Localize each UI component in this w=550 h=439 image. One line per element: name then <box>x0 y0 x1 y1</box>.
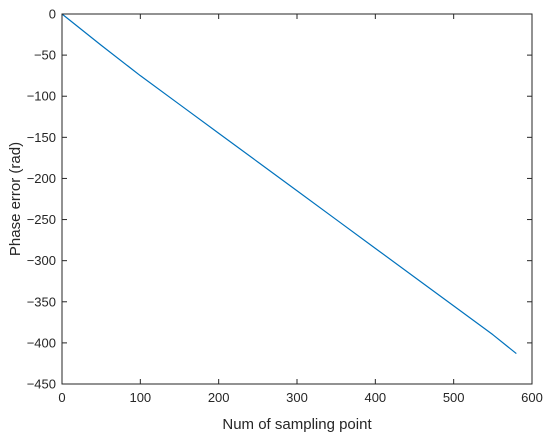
y-axis-label: Phase error (rad) <box>7 142 24 256</box>
x-tick-label: 200 <box>208 390 230 405</box>
y-tick-label: −200 <box>27 171 56 186</box>
x-tick-label: 400 <box>364 390 386 405</box>
x-tick-label: 0 <box>58 390 65 405</box>
series-line-0 <box>61 13 517 355</box>
y-tick-label: −400 <box>27 335 56 350</box>
ticks-layer: 0 100 200 300 400 500 600 0 −50 −100 −150 −200 −250 −… <box>27 7 543 406</box>
y-tick-label: −250 <box>27 212 56 227</box>
y-tick-label: −50 <box>34 48 56 63</box>
x-tick-label: 600 <box>521 390 543 405</box>
y-tick-label: −100 <box>27 89 56 104</box>
x-axis-label: Num of sampling point <box>222 416 372 433</box>
y-tick-label: 0 <box>49 7 56 22</box>
y-tick-label: −450 <box>27 377 56 392</box>
x-tick-label: 100 <box>129 390 151 405</box>
data-layer <box>61 13 517 355</box>
x-tick-label: 300 <box>286 390 308 405</box>
y-tick-label: −350 <box>27 294 56 309</box>
y-tick-label: −300 <box>27 253 56 268</box>
y-tick-label: −150 <box>27 130 56 145</box>
x-tick-label: 500 <box>443 390 465 405</box>
